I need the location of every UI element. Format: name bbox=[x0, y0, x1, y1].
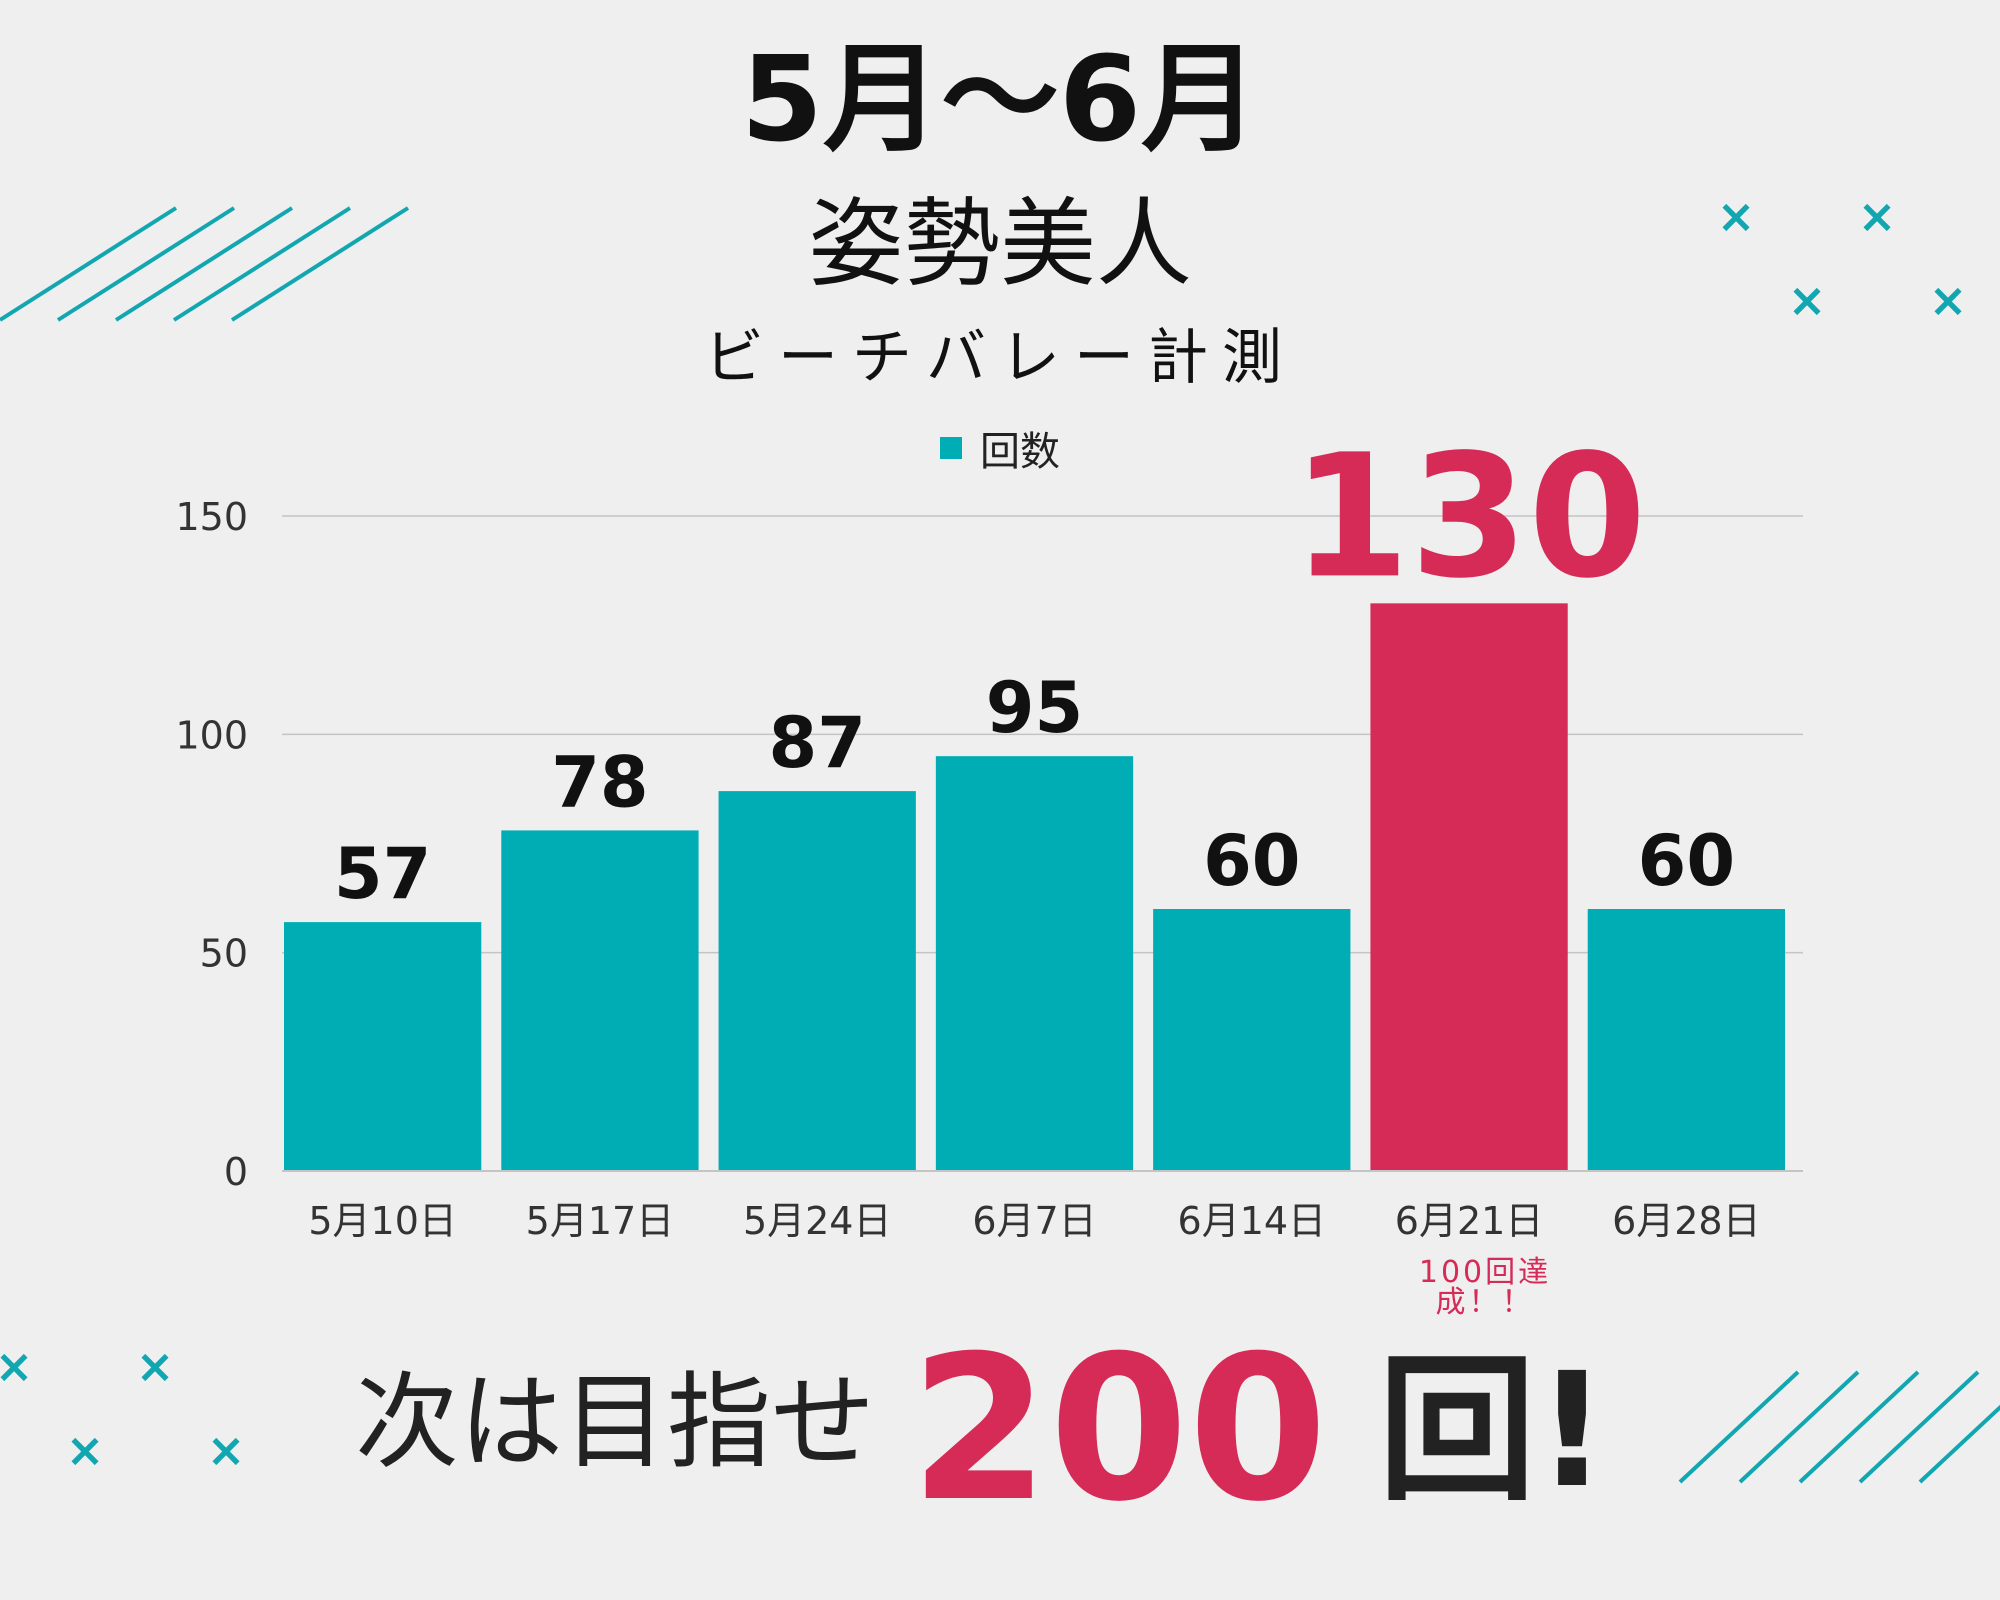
hatch-line bbox=[114, 206, 294, 322]
cross-mark-icon: × bbox=[136, 1339, 175, 1393]
hatch-line bbox=[56, 206, 236, 322]
hatch-line bbox=[230, 206, 410, 322]
y-tick-label: 100 bbox=[175, 713, 248, 757]
legend-label: 回数 bbox=[980, 429, 1060, 475]
y-tick-label: 50 bbox=[200, 932, 248, 976]
hatch-line bbox=[0, 206, 178, 322]
bar bbox=[1587, 909, 1785, 1171]
page-title: 5月〜6月 bbox=[740, 30, 1260, 168]
x-tick-label: 6月28日 bbox=[1612, 1199, 1761, 1243]
data-label: 60 bbox=[1638, 820, 1735, 902]
data-label: 57 bbox=[334, 833, 431, 915]
page-subtitle-secondary: ビーチバレー計測 bbox=[704, 323, 1296, 393]
data-label: 78 bbox=[551, 741, 648, 823]
legend-swatch bbox=[940, 437, 962, 459]
cross-mark-icon: × bbox=[1929, 273, 1968, 327]
bar bbox=[1153, 909, 1351, 1171]
x-tick-label: 5月24日 bbox=[743, 1199, 892, 1243]
milestone-annotation: 100回達成！！ bbox=[1418, 1255, 1552, 1320]
hatch-line bbox=[1678, 1370, 1800, 1484]
bar bbox=[1370, 603, 1568, 1171]
hatch-line bbox=[1918, 1404, 2000, 1484]
x-tick-label: 5月17日 bbox=[526, 1199, 675, 1243]
cross-mark-icon: × bbox=[1717, 189, 1756, 243]
bar bbox=[284, 922, 482, 1171]
y-tick-label: 0 bbox=[224, 1150, 248, 1194]
cross-mark-icon: × bbox=[207, 1423, 246, 1477]
bar bbox=[935, 756, 1134, 1171]
x-tick-label: 6月14日 bbox=[1178, 1199, 1327, 1243]
goal-number: 200 bbox=[910, 1313, 1328, 1546]
hatch-line bbox=[1738, 1370, 1860, 1484]
page-subtitle: 姿勢美人 bbox=[808, 188, 1192, 300]
hatch-line bbox=[172, 206, 352, 322]
y-tick-label: 150 bbox=[175, 495, 248, 539]
bar bbox=[501, 830, 699, 1171]
data-label: 87 bbox=[769, 702, 866, 784]
chart-legend: 回数 bbox=[940, 424, 1060, 475]
data-label: 130 bbox=[1292, 418, 1647, 616]
hatch-line bbox=[1858, 1370, 1980, 1484]
cross-mark-icon: × bbox=[1858, 189, 1897, 243]
goal-unit: 回! bbox=[1378, 1339, 1609, 1523]
x-tick-label: 5月10日 bbox=[308, 1199, 457, 1243]
hatch-line bbox=[1798, 1370, 1920, 1484]
data-label: 60 bbox=[1203, 820, 1300, 902]
cross-mark-icon: × bbox=[0, 1339, 33, 1393]
data-label: 95 bbox=[986, 667, 1083, 749]
goal-text: 次は目指せ bbox=[355, 1361, 876, 1483]
cross-mark-icon: × bbox=[66, 1423, 105, 1477]
cross-mark-icon: × bbox=[1788, 273, 1827, 327]
x-tick-label: 6月7日 bbox=[972, 1199, 1096, 1243]
x-tick-label: 6月21日 bbox=[1395, 1199, 1544, 1243]
bar bbox=[718, 791, 916, 1171]
